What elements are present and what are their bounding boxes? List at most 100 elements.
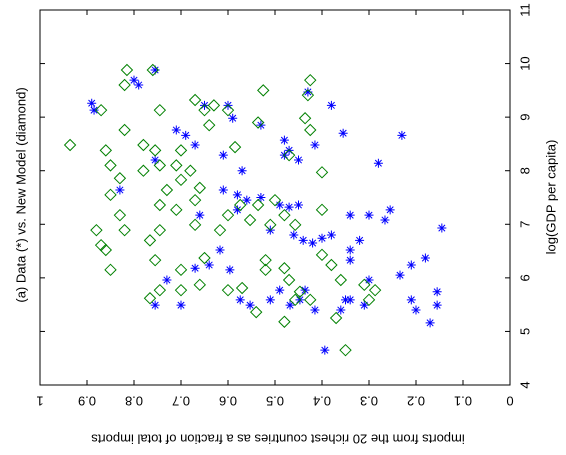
y-tick-label: 0 [506,394,513,409]
star-point [295,295,305,305]
diamond-point [118,78,131,92]
star-point [341,295,350,305]
star-point [181,130,191,140]
diamond-point [249,305,263,319]
diamond-point [339,343,352,357]
star-point [406,260,416,270]
diamond-point [137,164,150,177]
star-point [256,193,266,202]
plot-frame [39,9,511,386]
y-tick-label: 0.7 [172,394,190,409]
diamond-point [228,140,242,154]
star-point [190,140,200,150]
diamond-point [282,273,296,287]
star-point [420,253,430,263]
diamond-point [174,283,188,297]
star-point [310,305,320,315]
diamond-point [160,183,174,197]
diamond-point [278,208,291,222]
diamond-point [63,138,77,152]
star-point [87,98,97,108]
star-point [279,150,289,160]
diamond-point [304,123,317,137]
star-point [279,135,289,145]
diamond-point [268,193,282,207]
diamond-point [289,218,302,232]
diamond-point [193,181,207,195]
diamond-point [170,203,183,217]
star-point [150,300,160,310]
diamond-point [143,234,157,247]
diamond-point [251,116,265,129]
star-point [284,202,294,212]
star-point [285,300,295,310]
y-tick-label: 0.4 [313,394,331,409]
star-point [303,87,313,97]
star-point [310,140,320,150]
star-point [190,263,200,273]
x-tick-label: 4 [517,381,532,388]
star-point [338,128,348,138]
star-point [345,295,355,305]
diamond-point [278,262,291,275]
star-point [162,275,172,285]
star-point [218,185,228,195]
star-point [437,223,447,233]
star-point [235,295,245,305]
diamond-point [90,223,103,237]
diamond-point [198,251,211,265]
star-point [134,80,144,90]
diamond-point [148,144,162,157]
star-point [232,205,242,215]
star-point [326,100,336,110]
x-tick-label: 10 [517,56,532,70]
x-tick-label: 11 [517,3,532,17]
star-point [237,166,247,176]
y-tick-label: 0.6 [219,394,237,409]
star-point [218,150,228,160]
diamond-point [368,283,382,297]
diamond-point [118,123,131,137]
y-tick-label: 0.5 [266,394,284,409]
diamond-point [202,118,216,132]
diamond-point [243,213,257,227]
diamond-point [104,188,117,202]
diamond-point [301,88,315,102]
star-point [294,155,303,165]
star-point [373,158,383,168]
star-point [326,230,336,240]
star-point [150,65,160,75]
star-point [176,300,186,310]
star-point [232,190,242,200]
diamond-point [362,293,376,307]
diamond-point [174,263,188,277]
star-point [432,287,442,297]
x-tick-label: 7 [517,221,532,228]
star-point [294,200,303,210]
star-point [204,260,214,270]
star-point [129,75,139,85]
diamond-point [213,223,227,237]
diamond-point [278,315,291,328]
star-point [298,235,308,245]
diamond-point [251,198,265,212]
diamond-point [118,223,131,237]
diamond-point [221,208,235,222]
diamond-point [188,193,202,207]
diamond-point [289,293,302,307]
diamond-point [146,63,160,77]
diamond-point [113,208,127,222]
star-point [425,318,435,328]
star-point [385,205,395,215]
x-axis-label: log(GDP per capita) [543,140,558,255]
star-point [359,300,369,310]
diamond-point [358,278,371,292]
star-point [411,305,421,315]
star-point [89,105,99,115]
diamond-point [99,144,113,157]
star-point [275,200,285,210]
diamond-point [329,311,343,325]
star-point [245,300,255,310]
diamond-point [153,198,167,212]
y-tick-label: 0.1 [454,394,472,409]
